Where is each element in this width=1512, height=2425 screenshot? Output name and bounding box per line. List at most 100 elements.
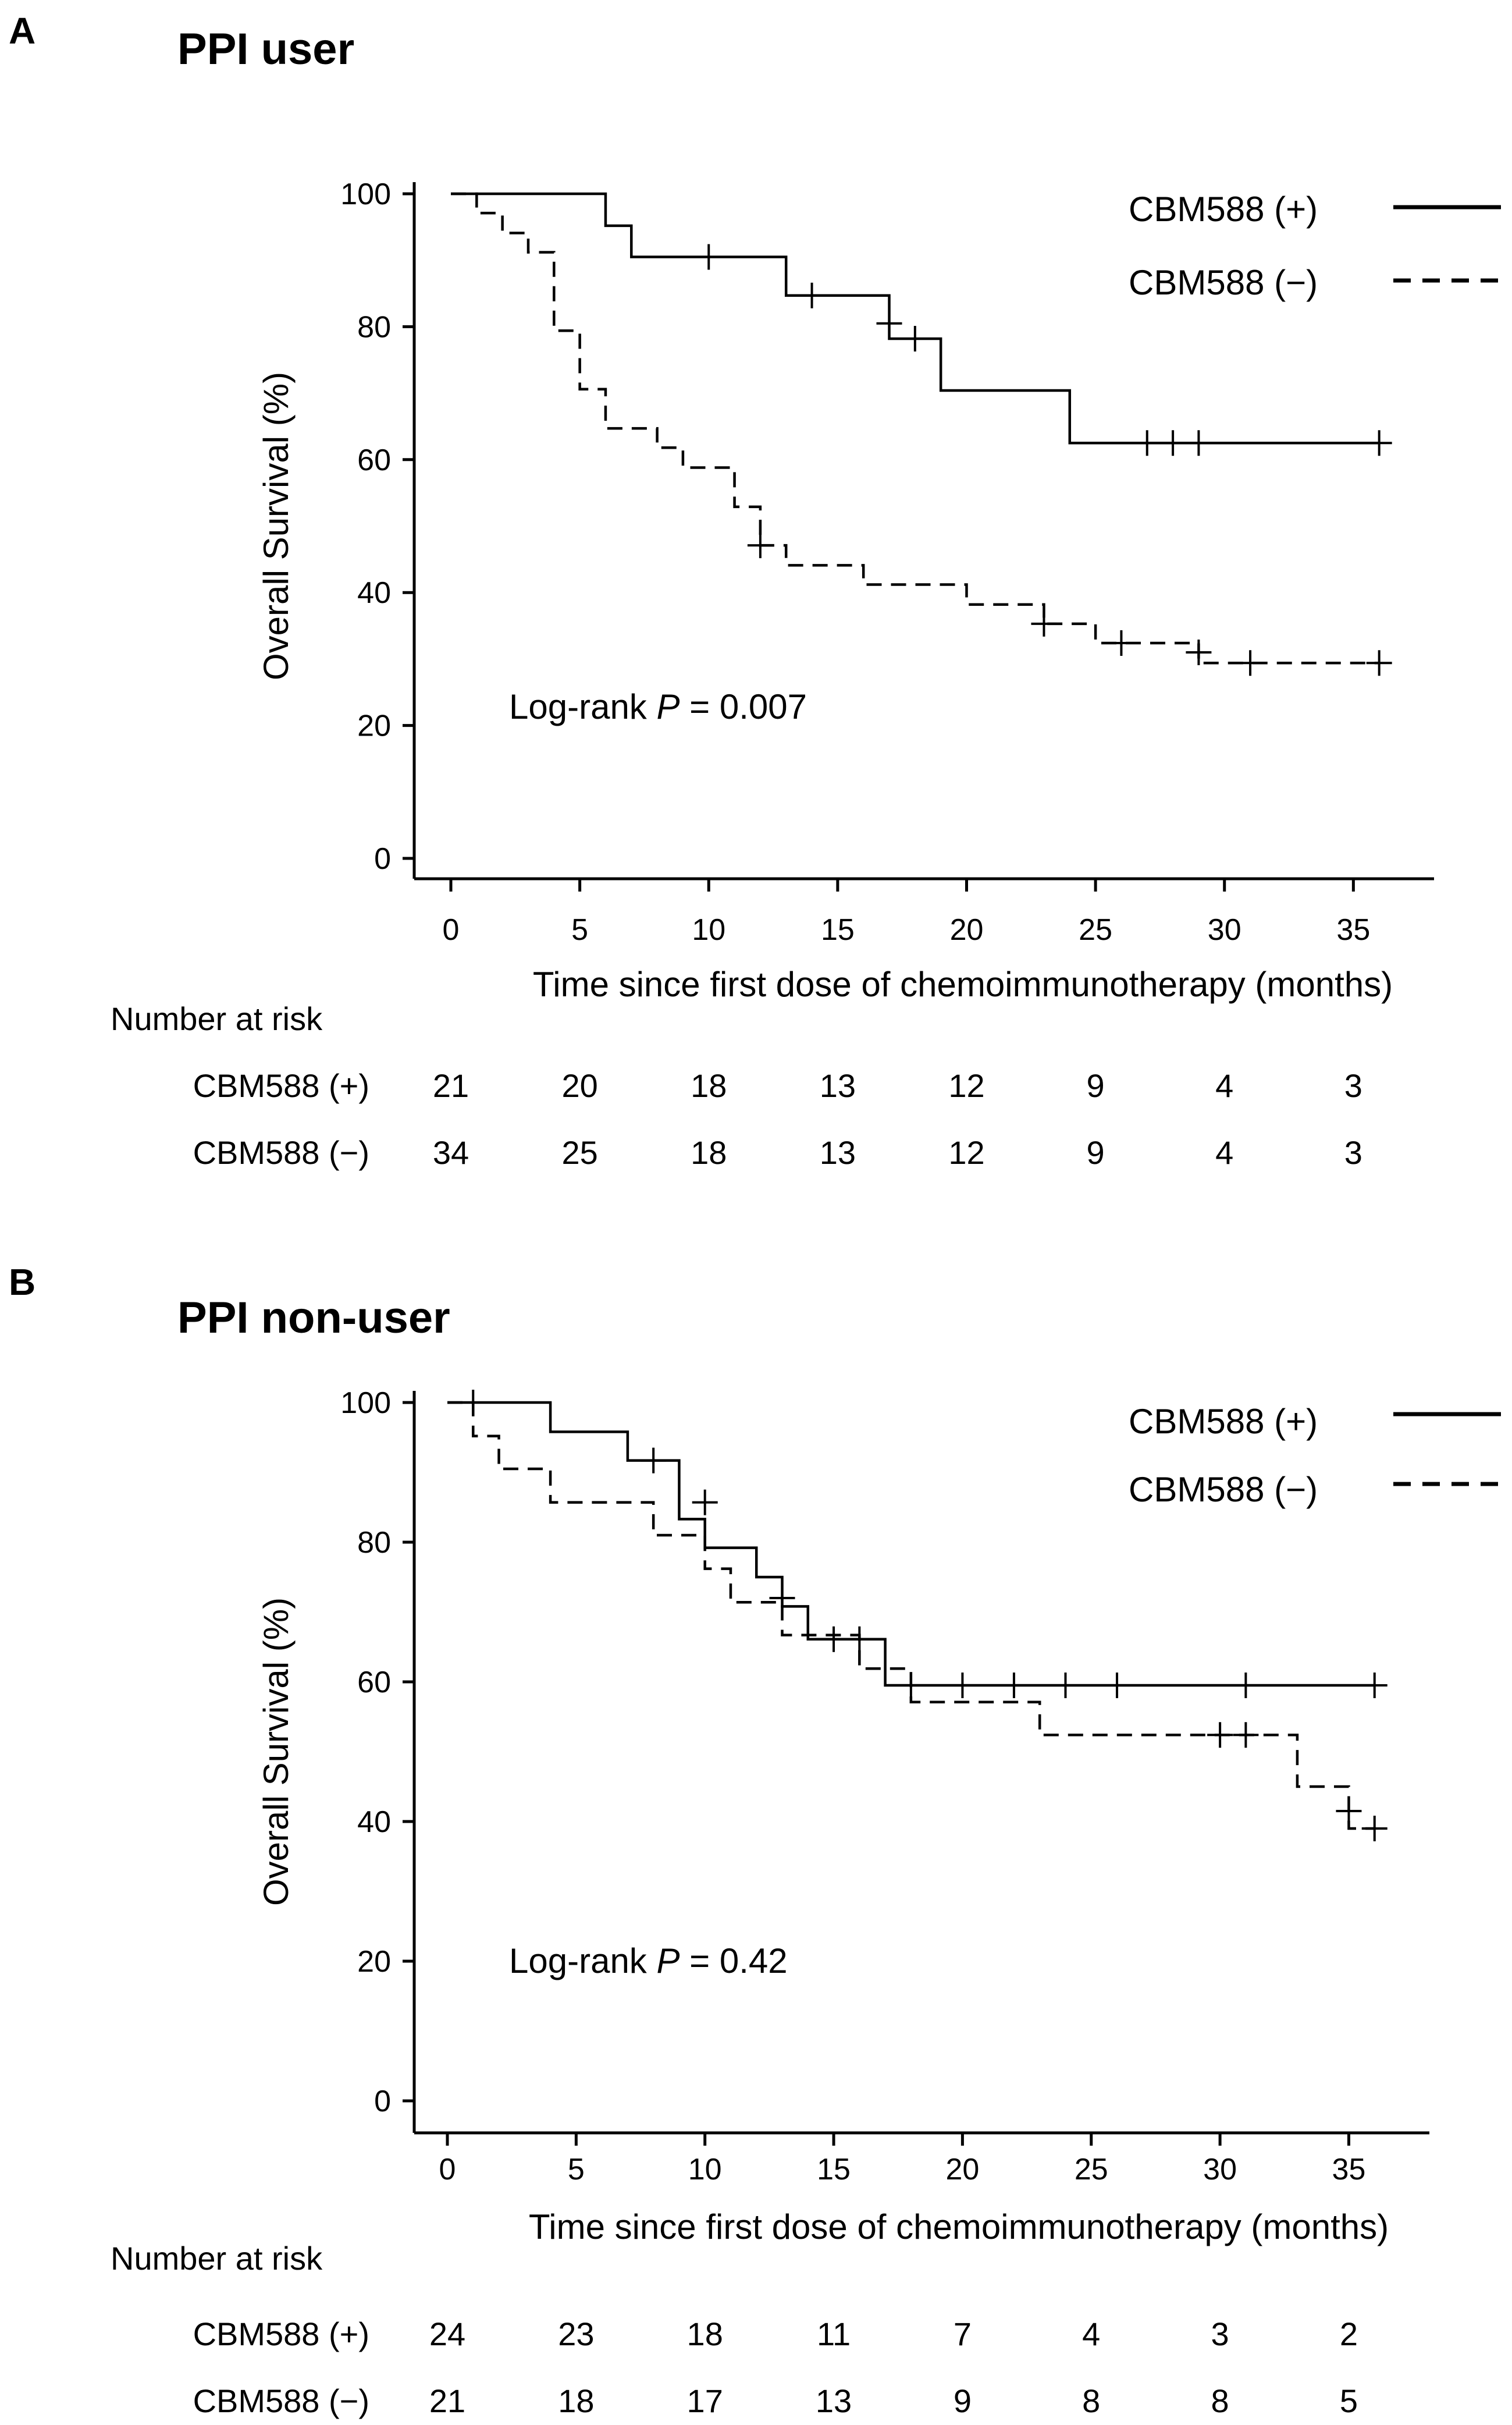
risk-count: 9 bbox=[1087, 1067, 1105, 1104]
risk-count: 4 bbox=[1082, 2316, 1100, 2352]
risk-count: 3 bbox=[1344, 1134, 1362, 1171]
panel-letter: A bbox=[9, 10, 35, 52]
legend-label: CBM588 (−) bbox=[1129, 1470, 1318, 1509]
censor-mark bbox=[1104, 1673, 1130, 1698]
logrank-annotation: Log-rank P = 0.007 bbox=[509, 687, 807, 726]
x-axis-title: Time since first dose of chemoimmunother… bbox=[529, 2207, 1389, 2246]
y-tick-label: 0 bbox=[374, 2085, 391, 2118]
risk-count: 3 bbox=[1344, 1067, 1362, 1104]
y-tick-label: 0 bbox=[374, 842, 391, 876]
series-cbm588-negative bbox=[447, 1401, 1388, 1841]
risk-row-label: CBM588 (−) bbox=[193, 2383, 369, 2419]
x-tick-label: 10 bbox=[688, 2153, 722, 2186]
logrank-value: = 0.42 bbox=[680, 1941, 788, 1980]
censor-mark bbox=[949, 1673, 976, 1698]
risk-count: 3 bbox=[1211, 2316, 1229, 2352]
y-tick-label: 80 bbox=[357, 1526, 391, 1560]
x-axis-title: Time since first dose of chemoimmunother… bbox=[533, 965, 1393, 1004]
risk-count: 12 bbox=[948, 1134, 984, 1171]
risk-count: 11 bbox=[817, 2316, 851, 2352]
x-tick-label: 5 bbox=[571, 913, 588, 947]
censor-mark bbox=[1237, 650, 1264, 676]
risk-count: 8 bbox=[1082, 2383, 1100, 2419]
x-tick-label: 25 bbox=[1075, 2153, 1108, 2186]
risk-table-title: Number at risk bbox=[111, 1000, 323, 1037]
risk-row-label: CBM588 (−) bbox=[193, 1134, 369, 1171]
survival-curve bbox=[447, 1401, 1375, 1687]
y-tick-label: 20 bbox=[357, 709, 391, 743]
risk-count: 8 bbox=[1211, 2383, 1229, 2419]
panel-title: PPI user bbox=[177, 24, 354, 74]
risk-count: 24 bbox=[429, 2316, 465, 2352]
x-tick-label: 30 bbox=[1208, 913, 1241, 947]
censor-mark bbox=[747, 532, 773, 559]
panel-letter: B bbox=[9, 1261, 35, 1303]
censor-mark bbox=[1336, 1798, 1362, 1824]
x-tick-label: 20 bbox=[950, 913, 984, 947]
censor-mark bbox=[902, 325, 928, 351]
censor-mark bbox=[1052, 1673, 1079, 1698]
risk-count: 17 bbox=[687, 2383, 723, 2419]
legend-label: CBM588 (+) bbox=[1129, 190, 1318, 229]
series-cbm588-positive bbox=[451, 192, 1392, 456]
censor-mark bbox=[876, 310, 902, 336]
y-tick-label: 40 bbox=[357, 1805, 391, 1839]
x-tick-label: 30 bbox=[1203, 2153, 1237, 2186]
censor-mark bbox=[1233, 1673, 1259, 1698]
x-tick-label: 0 bbox=[443, 913, 460, 947]
risk-count: 18 bbox=[691, 1134, 727, 1171]
x-tick-label: 10 bbox=[692, 913, 725, 947]
panel-a: A PPI user 0 20 40 60 80 100 0 5 10 15 20 25 30 35 Time … bbox=[9, 10, 1501, 1171]
risk-count: 5 bbox=[1340, 2383, 1358, 2419]
censor-mark bbox=[692, 1489, 718, 1515]
censor-mark bbox=[641, 1447, 667, 1474]
survival-curve bbox=[451, 192, 1379, 445]
risk-count: 7 bbox=[954, 2316, 972, 2352]
x-tick-label: 20 bbox=[945, 2153, 979, 2186]
logrank-annotation: Log-rank P = 0.42 bbox=[509, 1941, 788, 1980]
censor-mark bbox=[1207, 1722, 1233, 1748]
censor-mark bbox=[1160, 430, 1186, 456]
logrank-prefix: Log-rank bbox=[509, 687, 656, 726]
x-tick-label: 15 bbox=[817, 2153, 851, 2186]
x-tick-label: 25 bbox=[1079, 913, 1112, 947]
series-cbm588-negative bbox=[451, 192, 1392, 676]
censor-mark bbox=[1001, 1673, 1027, 1698]
y-tick-label: 80 bbox=[357, 310, 391, 344]
censor-mark bbox=[1366, 650, 1392, 676]
risk-count: 13 bbox=[816, 2383, 852, 2419]
legend-label: CBM588 (+) bbox=[1129, 1402, 1318, 1441]
x-tick-label: 5 bbox=[568, 2153, 585, 2186]
censor-mark bbox=[1361, 1816, 1388, 1841]
risk-table-title: Number at risk bbox=[111, 2240, 323, 2277]
risk-row-label: CBM588 (+) bbox=[193, 2316, 369, 2352]
censor-mark bbox=[1108, 630, 1134, 656]
risk-count: 13 bbox=[820, 1067, 856, 1104]
risk-count: 21 bbox=[433, 1067, 469, 1104]
censor-mark bbox=[1186, 639, 1212, 665]
risk-count: 23 bbox=[558, 2316, 594, 2352]
logrank-p: P bbox=[656, 687, 679, 726]
logrank-prefix: Log-rank bbox=[509, 1941, 656, 1980]
risk-count: 34 bbox=[433, 1134, 469, 1171]
censor-mark bbox=[1361, 1673, 1388, 1698]
censor-mark bbox=[696, 244, 722, 270]
censor-mark bbox=[1186, 430, 1212, 456]
risk-count: 4 bbox=[1215, 1067, 1233, 1104]
risk-count: 4 bbox=[1215, 1134, 1233, 1171]
y-tick-label: 60 bbox=[357, 443, 391, 477]
y-tick-label: 40 bbox=[357, 576, 391, 610]
x-tick-label: 35 bbox=[1332, 2153, 1366, 2186]
logrank-p: P bbox=[656, 1941, 679, 1980]
censor-mark bbox=[1233, 1722, 1259, 1748]
censor-mark bbox=[1134, 430, 1160, 456]
risk-count: 21 bbox=[429, 2383, 465, 2419]
y-tick-label: 60 bbox=[357, 1666, 391, 1699]
risk-count: 13 bbox=[820, 1134, 856, 1171]
risk-count: 18 bbox=[691, 1067, 727, 1104]
logrank-value: = 0.007 bbox=[680, 687, 807, 726]
censor-mark bbox=[821, 1626, 847, 1652]
risk-count: 9 bbox=[1087, 1134, 1105, 1171]
risk-count: 25 bbox=[561, 1134, 597, 1171]
